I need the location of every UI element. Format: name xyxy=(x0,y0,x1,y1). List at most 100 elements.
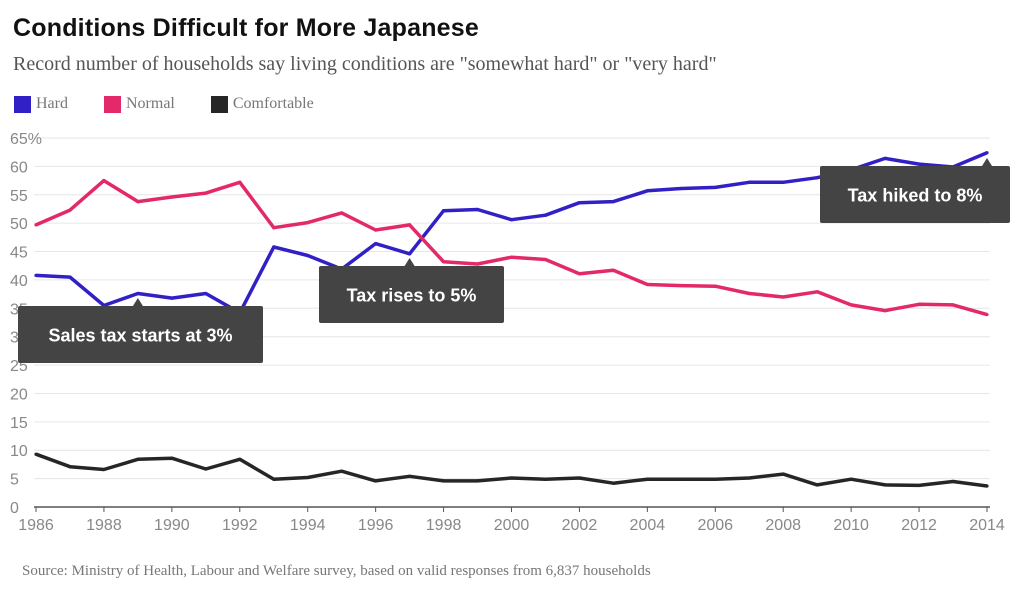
data-point xyxy=(713,477,717,481)
chart-title: Conditions Difficult for More Japanese xyxy=(13,14,479,42)
data-point xyxy=(204,291,208,296)
data-point xyxy=(68,465,72,469)
y-tick-label: 55 xyxy=(10,188,28,205)
data-point xyxy=(781,295,785,299)
y-tick-label: 45 xyxy=(10,245,28,262)
y-tick-label: 0 xyxy=(10,500,19,517)
x-tick-label: 2004 xyxy=(630,517,666,534)
y-tick-label: 10 xyxy=(10,443,28,460)
data-point xyxy=(509,476,514,480)
legend-swatch xyxy=(14,95,31,113)
data-point xyxy=(883,156,887,161)
data-point xyxy=(238,180,242,184)
x-tick-label: 1994 xyxy=(290,517,326,534)
data-point xyxy=(849,477,853,481)
data-point xyxy=(917,483,921,488)
legend-label: Normal xyxy=(125,95,175,112)
data-point xyxy=(747,476,751,480)
y-tick-label: 20 xyxy=(10,386,28,403)
y-tick-label: 15 xyxy=(10,415,28,432)
legend-label: Hard xyxy=(36,95,68,112)
data-point xyxy=(781,472,785,476)
x-tick-label: 1998 xyxy=(426,517,462,534)
x-tick-label: 2012 xyxy=(901,517,937,534)
legend-item-comfortable: Comfortable xyxy=(210,95,314,113)
data-point xyxy=(577,476,582,480)
data-point xyxy=(408,223,412,227)
data-point xyxy=(34,452,38,456)
data-point xyxy=(577,201,582,205)
y-tick-label: 40 xyxy=(10,273,28,290)
data-point xyxy=(815,483,819,487)
data-point xyxy=(475,207,480,212)
data-point xyxy=(170,296,174,300)
data-point xyxy=(340,469,344,473)
data-point xyxy=(883,308,887,313)
legend-item-normal: Normal xyxy=(103,95,175,113)
data-point xyxy=(238,457,242,461)
data-point xyxy=(747,291,751,296)
data-point xyxy=(815,290,819,294)
x-tick-label: 2002 xyxy=(562,517,598,534)
x-tick-label: 1988 xyxy=(86,517,122,534)
data-point xyxy=(815,176,819,180)
source-note: Source: Ministry of Health, Labour and W… xyxy=(22,563,651,579)
data-point xyxy=(340,211,344,215)
x-tick-label: 1992 xyxy=(222,517,258,534)
data-point xyxy=(204,191,208,195)
data-point xyxy=(374,241,378,246)
x-tick-label: 2014 xyxy=(969,517,1005,534)
annotation-box xyxy=(18,306,263,363)
data-point xyxy=(985,312,989,317)
data-point xyxy=(543,257,548,262)
data-point xyxy=(611,268,615,272)
data-point xyxy=(34,223,38,227)
annotation-pointer xyxy=(982,158,992,166)
annotation-pointer xyxy=(132,298,143,306)
data-point xyxy=(272,245,276,249)
data-point xyxy=(441,260,446,264)
data-point xyxy=(102,467,106,472)
annotation-label: Sales tax starts at 3% xyxy=(48,326,232,346)
data-point xyxy=(951,479,955,484)
data-point xyxy=(883,483,887,487)
data-point xyxy=(374,479,378,483)
legend-swatch xyxy=(210,95,228,113)
data-point xyxy=(68,208,72,212)
data-point xyxy=(509,255,514,259)
annotation-box xyxy=(319,266,504,323)
data-point xyxy=(645,477,649,481)
data-point xyxy=(136,291,140,296)
y-tick-label: 65% xyxy=(10,131,42,148)
annotation-label: Tax rises to 5% xyxy=(347,286,477,306)
data-point xyxy=(170,195,174,199)
data-point xyxy=(985,484,989,488)
legend: Hard Normal Comfortable xyxy=(14,95,350,113)
series-line-comfortable xyxy=(35,452,988,488)
data-point xyxy=(306,220,310,225)
data-point xyxy=(441,209,446,213)
data-point xyxy=(204,467,208,471)
legend-swatch xyxy=(103,95,121,113)
data-point xyxy=(849,303,853,307)
chart-subtitle: Record number of households say living c… xyxy=(13,53,717,75)
y-tick-label: 60 xyxy=(10,159,28,176)
data-point xyxy=(713,185,717,189)
data-point xyxy=(747,180,751,184)
data-point xyxy=(917,162,921,166)
data-point xyxy=(475,262,480,266)
data-point xyxy=(679,186,683,191)
annotation-label: Tax hiked to 8% xyxy=(848,186,983,206)
x-tick-label: 1996 xyxy=(358,517,394,534)
data-point xyxy=(611,199,615,204)
data-point xyxy=(713,284,717,288)
data-point xyxy=(645,282,649,287)
data-point xyxy=(611,481,615,485)
data-point xyxy=(475,479,480,483)
x-tick-label: 2006 xyxy=(697,517,733,534)
x-tick-label: 2010 xyxy=(833,517,869,534)
data-point xyxy=(408,474,412,478)
data-point xyxy=(441,479,446,483)
x-tick-label: 1986 xyxy=(18,517,54,534)
